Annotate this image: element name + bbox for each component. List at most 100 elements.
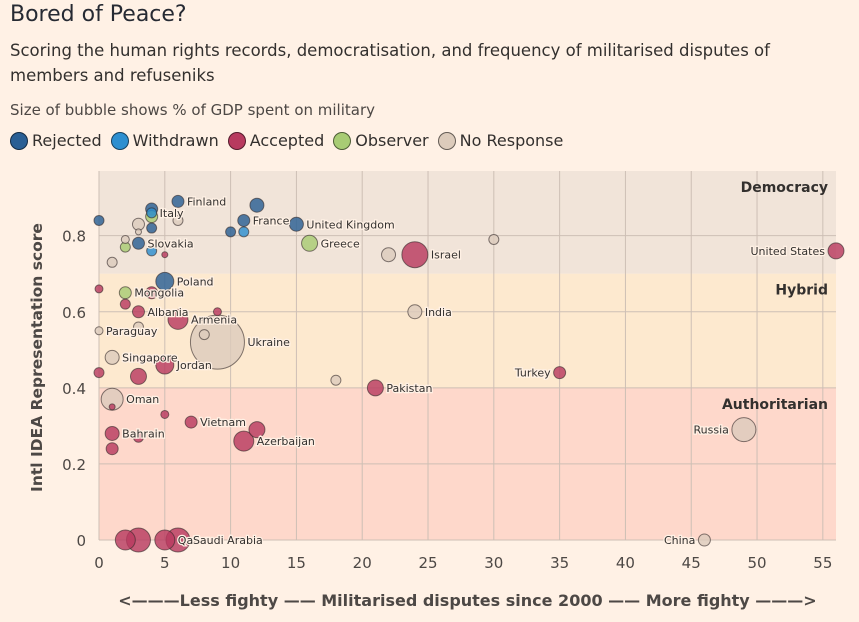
bubble-turkey xyxy=(553,366,567,380)
bubble xyxy=(161,251,169,259)
legend-label-observer: Observer xyxy=(355,131,429,150)
bubble-china xyxy=(697,533,711,547)
y-tick-label: 0 xyxy=(76,532,86,550)
bubble-label-united-kingdom: United Kingdom xyxy=(306,218,394,231)
y-tick-label: 0.6 xyxy=(62,304,86,322)
bubble-label-albania: Albania xyxy=(147,306,188,319)
bubble xyxy=(160,409,170,419)
bubble-label-india: India xyxy=(425,306,452,319)
x-tick-label: 15 xyxy=(287,554,306,572)
band-label-hybrid: Hybrid xyxy=(775,283,828,299)
bubble-france xyxy=(237,213,251,227)
bubble-label-france: France xyxy=(253,214,290,227)
bubble xyxy=(120,234,130,244)
bubble-label-vietnam: Vietnam xyxy=(200,416,246,429)
x-tick-label: 55 xyxy=(813,554,832,572)
bubble-label-italy: Italy xyxy=(160,207,184,220)
x-tick-label: 0 xyxy=(94,554,104,572)
x-tick-label: 10 xyxy=(221,554,240,572)
legend-label-accepted: Accepted xyxy=(249,131,325,150)
bubble-label-bahrain: Bahrain xyxy=(122,427,165,440)
bubble xyxy=(132,431,144,443)
bubble-label-slovakia: Slovakia xyxy=(147,237,193,250)
bubble-armenia xyxy=(167,308,189,330)
bubble xyxy=(93,214,105,226)
bubble xyxy=(198,329,210,341)
bubble-label-ukraine: Ukraine xyxy=(247,336,290,349)
legend-item-accepted: Accepted xyxy=(227,131,325,150)
bubble xyxy=(238,226,250,238)
legend-item-rejected: Rejected xyxy=(10,131,102,150)
bubble-label-russia: Russia xyxy=(693,424,728,437)
bubble xyxy=(119,298,131,310)
x-tick-label: 25 xyxy=(418,554,437,572)
bubble xyxy=(330,374,342,386)
bubble xyxy=(145,286,159,300)
chart-title: Bored of Peace? xyxy=(10,2,187,27)
x-tick-label: 45 xyxy=(682,554,701,572)
legend-item-observer: Observer xyxy=(333,131,429,150)
bubble xyxy=(114,529,136,551)
bubble-jordan xyxy=(155,355,175,375)
x-tick-label: 30 xyxy=(484,554,503,572)
bubble-greece xyxy=(301,234,319,252)
bubble-united-kingdom xyxy=(288,216,304,232)
bubble-italy xyxy=(146,207,158,219)
band-label-authoritarian: Authoritarian xyxy=(722,397,828,413)
x-tick-label: 35 xyxy=(550,554,569,572)
bubble-label-mongolia: Mongolia xyxy=(134,287,184,300)
band-label-democracy: Democracy xyxy=(741,180,828,196)
legend-swatch-accepted xyxy=(227,131,246,150)
bubble-russia xyxy=(731,417,757,443)
bubble xyxy=(146,245,158,257)
bubble xyxy=(134,228,142,236)
legend-swatch-no-response xyxy=(437,131,456,150)
legend-label-withdrawn: Withdrawn xyxy=(132,131,219,150)
bubble-label-finland: Finland xyxy=(187,195,226,208)
legend-label-rejected: Rejected xyxy=(32,131,102,150)
bubble-label-china: China xyxy=(664,534,695,547)
bubble xyxy=(132,321,144,333)
bubble-label-poland: Poland xyxy=(177,275,214,288)
bubble-singapore xyxy=(104,349,120,365)
band-democracy xyxy=(99,171,836,274)
bubble-qatar xyxy=(154,529,176,551)
bubble-label-oman: Oman xyxy=(126,393,159,406)
bubble-label-azerbaijan: Azerbaijan xyxy=(257,435,315,448)
bubble-label-saudi-arabia: Saudi Arabia xyxy=(193,534,263,547)
bubble-label-singapore: Singapore xyxy=(122,351,178,364)
legend-swatch-observer xyxy=(333,131,352,150)
bubble xyxy=(146,222,158,234)
bubble-india xyxy=(407,304,423,320)
bubble-united-states xyxy=(827,242,845,260)
legend-label-no-response: No Response xyxy=(459,131,564,150)
legend-item-withdrawn: Withdrawn xyxy=(110,131,219,150)
x-tick-label: 5 xyxy=(160,554,170,572)
bubble-label-united-states: United States xyxy=(751,245,826,258)
legend-swatch-rejected xyxy=(10,131,28,150)
x-tick-label: 40 xyxy=(616,554,635,572)
bubble xyxy=(93,367,105,379)
bubble xyxy=(381,247,397,263)
bubble xyxy=(248,421,266,439)
bubble-label-jordan: Jordan xyxy=(176,359,212,372)
bubble xyxy=(105,442,119,456)
bubble-slovakia xyxy=(131,236,145,250)
bubble-size-note: Size of bubble shows % of GDP spent on m… xyxy=(10,101,376,119)
bubble xyxy=(129,367,147,385)
y-axis-label: Intl IDEA Representation score xyxy=(28,223,46,492)
bubble xyxy=(172,214,184,226)
bubble xyxy=(106,256,118,268)
bubble-label-greece: Greece xyxy=(321,237,360,250)
bubble xyxy=(488,233,500,245)
bubble-mongolia xyxy=(118,286,132,300)
bubble xyxy=(212,307,222,317)
x-tick-label: 20 xyxy=(353,554,372,572)
bubble-label-qatar: Qatar xyxy=(178,534,209,547)
bubble-finland xyxy=(171,194,185,208)
bubble-paraguay xyxy=(94,326,104,336)
bubble-bahrain xyxy=(104,425,120,441)
legend: Rejected Withdrawn Accepted Observer No … xyxy=(10,131,572,150)
x-axis-label: <———Less fighty —— Militarised disputes … xyxy=(118,591,817,610)
